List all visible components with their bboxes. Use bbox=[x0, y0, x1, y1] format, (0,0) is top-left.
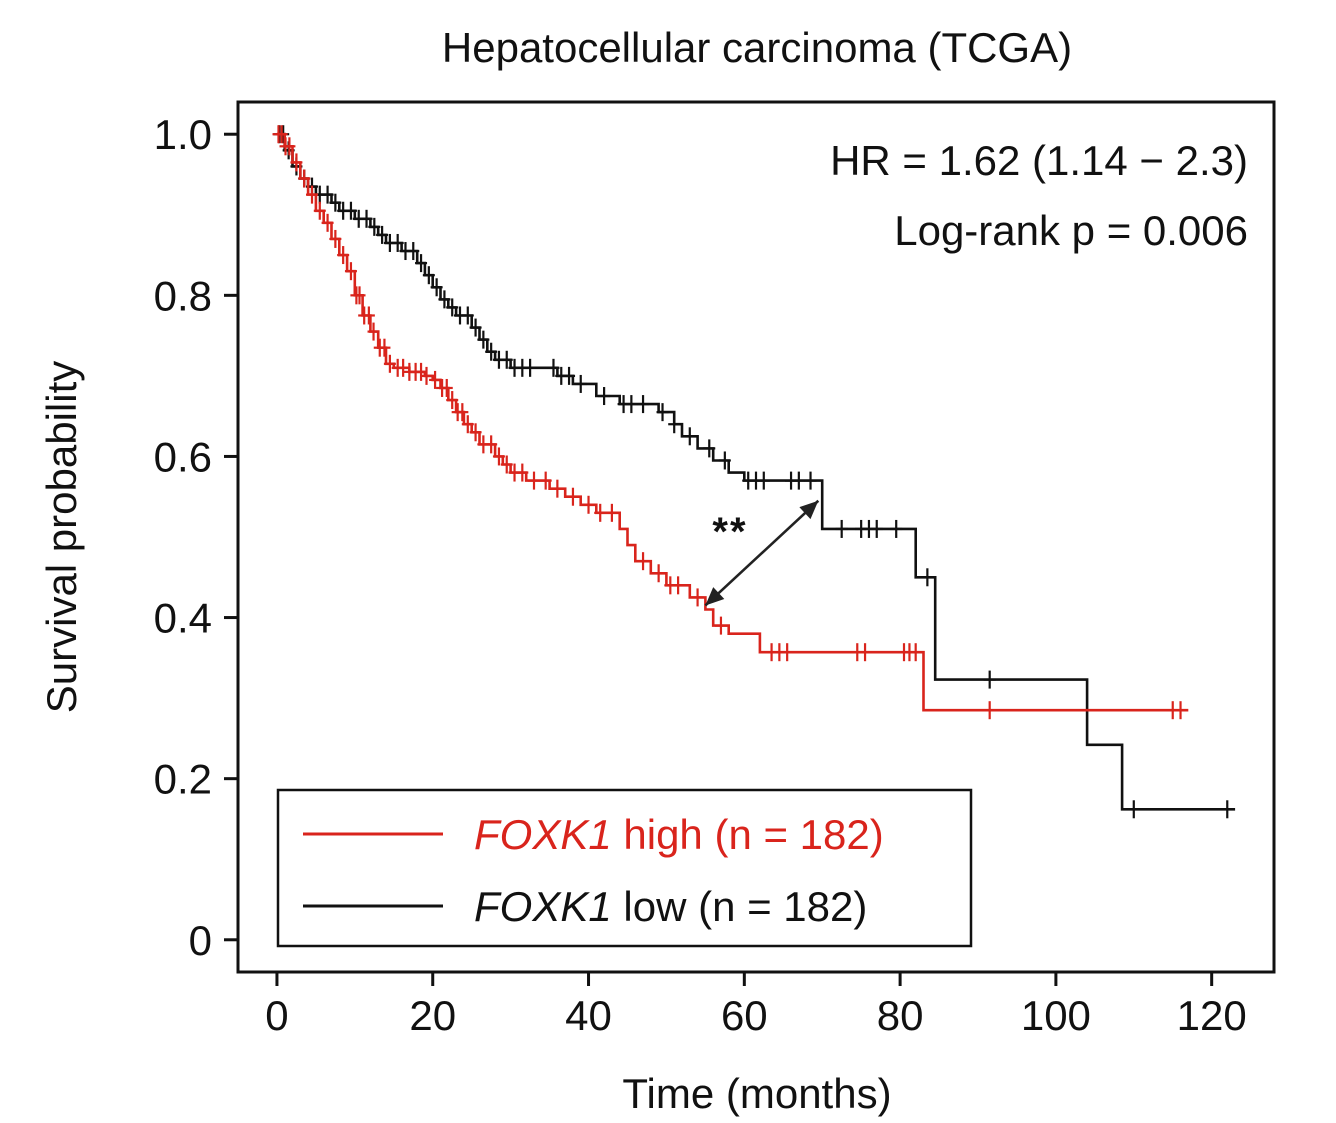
logrank-annotation: Log-rank p = 0.006 bbox=[894, 207, 1248, 254]
survival-curves bbox=[272, 125, 1236, 819]
x-axis-label: Time (months) bbox=[622, 1070, 891, 1117]
arrow-head-upper bbox=[799, 500, 819, 520]
significance-marker: ** bbox=[712, 510, 747, 554]
y-tick-label: 0.4 bbox=[154, 595, 212, 642]
legend-entry-1: FOXK1 low (n = 182) bbox=[474, 883, 867, 930]
x-tick-label: 100 bbox=[1021, 992, 1091, 1039]
y-axis-label: Survival probability bbox=[38, 361, 85, 714]
x-tick-label: 80 bbox=[877, 992, 924, 1039]
y-tick-label: 0.6 bbox=[154, 433, 212, 480]
legend: FOXK1 high (n = 182)FOXK1 low (n = 182) bbox=[276, 788, 973, 948]
plot-frame bbox=[236, 100, 1276, 974]
legend-gene-name: FOXK1 bbox=[474, 811, 612, 858]
survival-step-line-low bbox=[276, 132, 1236, 811]
legend-entry-text: low (n = 182) bbox=[612, 883, 868, 930]
axes: 0 20 40 60 80 100 120 0 0.2 0.4 0.6 0.8 1.0 bbox=[154, 111, 1247, 1039]
arrow-shaft bbox=[704, 499, 820, 607]
chart-title: Hepatocellular carcinoma (TCGA) bbox=[442, 24, 1072, 71]
difference-arrow bbox=[704, 499, 820, 607]
x-tick-label: 120 bbox=[1177, 992, 1247, 1039]
series-foxk1-high bbox=[272, 125, 1189, 720]
hazard-ratio-annotation: HR = 1.62 (1.14 − 2.3) bbox=[830, 137, 1248, 184]
legend-entry-text: high (n = 182) bbox=[612, 811, 884, 858]
x-tick-label: 0 bbox=[265, 992, 288, 1039]
arrow-head-lower bbox=[705, 587, 725, 606]
legend-box bbox=[276, 788, 973, 948]
y-tick-label: 0.8 bbox=[154, 272, 212, 319]
x-tick-label: 40 bbox=[565, 992, 612, 1039]
x-tick-label: 60 bbox=[721, 992, 768, 1039]
y-tick-label: 0.2 bbox=[154, 756, 212, 803]
y-tick-label: 0 bbox=[189, 917, 212, 964]
y-tick-label: 1.0 bbox=[154, 111, 212, 158]
legend-entry-0: FOXK1 high (n = 182) bbox=[474, 811, 884, 858]
series-foxk1-low bbox=[273, 125, 1236, 819]
legend-gene-name: FOXK1 bbox=[474, 883, 612, 930]
x-tick-label: 20 bbox=[409, 992, 456, 1039]
